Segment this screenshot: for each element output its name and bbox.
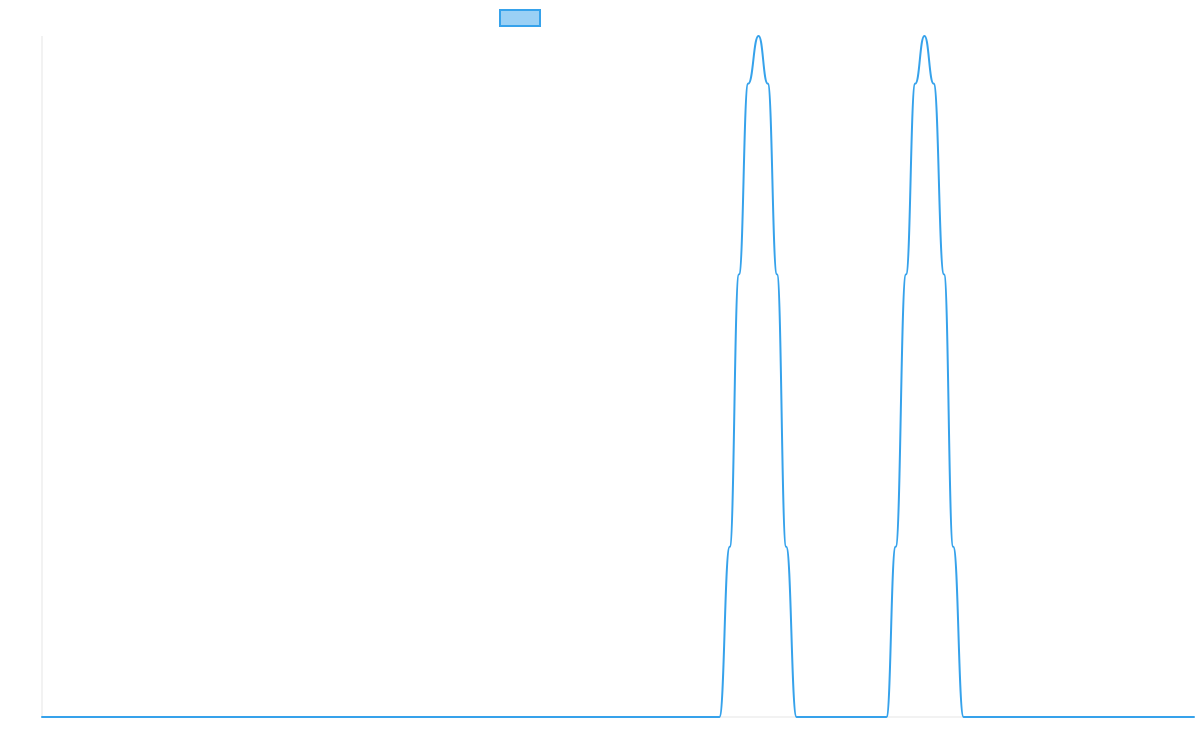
series-layer bbox=[41, 35, 1195, 719]
legend-swatch[interactable] bbox=[499, 9, 541, 27]
legend[interactable] bbox=[499, 9, 541, 27]
legend-item-1[interactable] bbox=[499, 9, 541, 27]
axes bbox=[41, 36, 1194, 718]
series-line-1 bbox=[41, 35, 1195, 719]
